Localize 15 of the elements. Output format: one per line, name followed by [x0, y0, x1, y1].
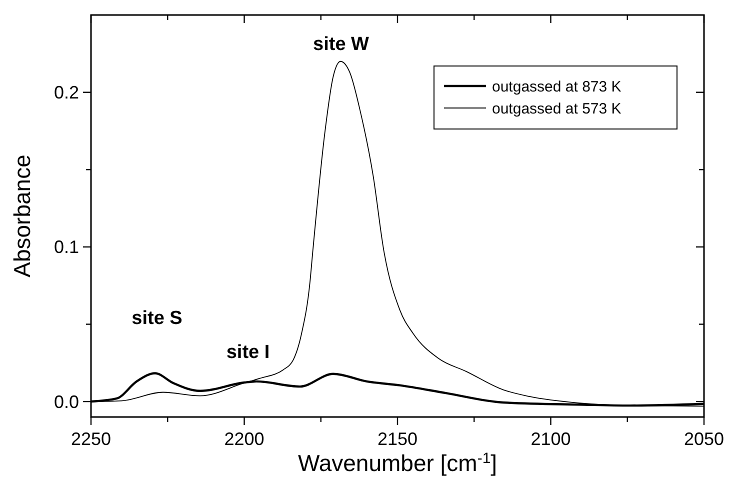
x-tick-label: 2250 [70, 429, 112, 449]
y-tick-label: 0.0 [54, 392, 79, 412]
x-tick-label: 2200 [224, 429, 264, 449]
x-tick-label: 2100 [530, 429, 571, 449]
x-axis-title: Wavenumber [cm$^{-1}$] [298, 450, 498, 476]
y-axis-title: Absorbance [9, 154, 35, 278]
annotation: site I [226, 342, 270, 363]
legend-label: outgassed at 573 K [492, 100, 622, 118]
annotation: site S [132, 308, 182, 329]
legend-label: outgassed at 873 K [492, 78, 622, 96]
annotation: site W [313, 34, 370, 55]
y-tick-label: 0.1 [54, 237, 79, 258]
x-tick-label: 2050 [684, 429, 724, 449]
x-tick-label: 2150 [377, 429, 418, 449]
y-tick-label: 0.2 [54, 82, 79, 103]
